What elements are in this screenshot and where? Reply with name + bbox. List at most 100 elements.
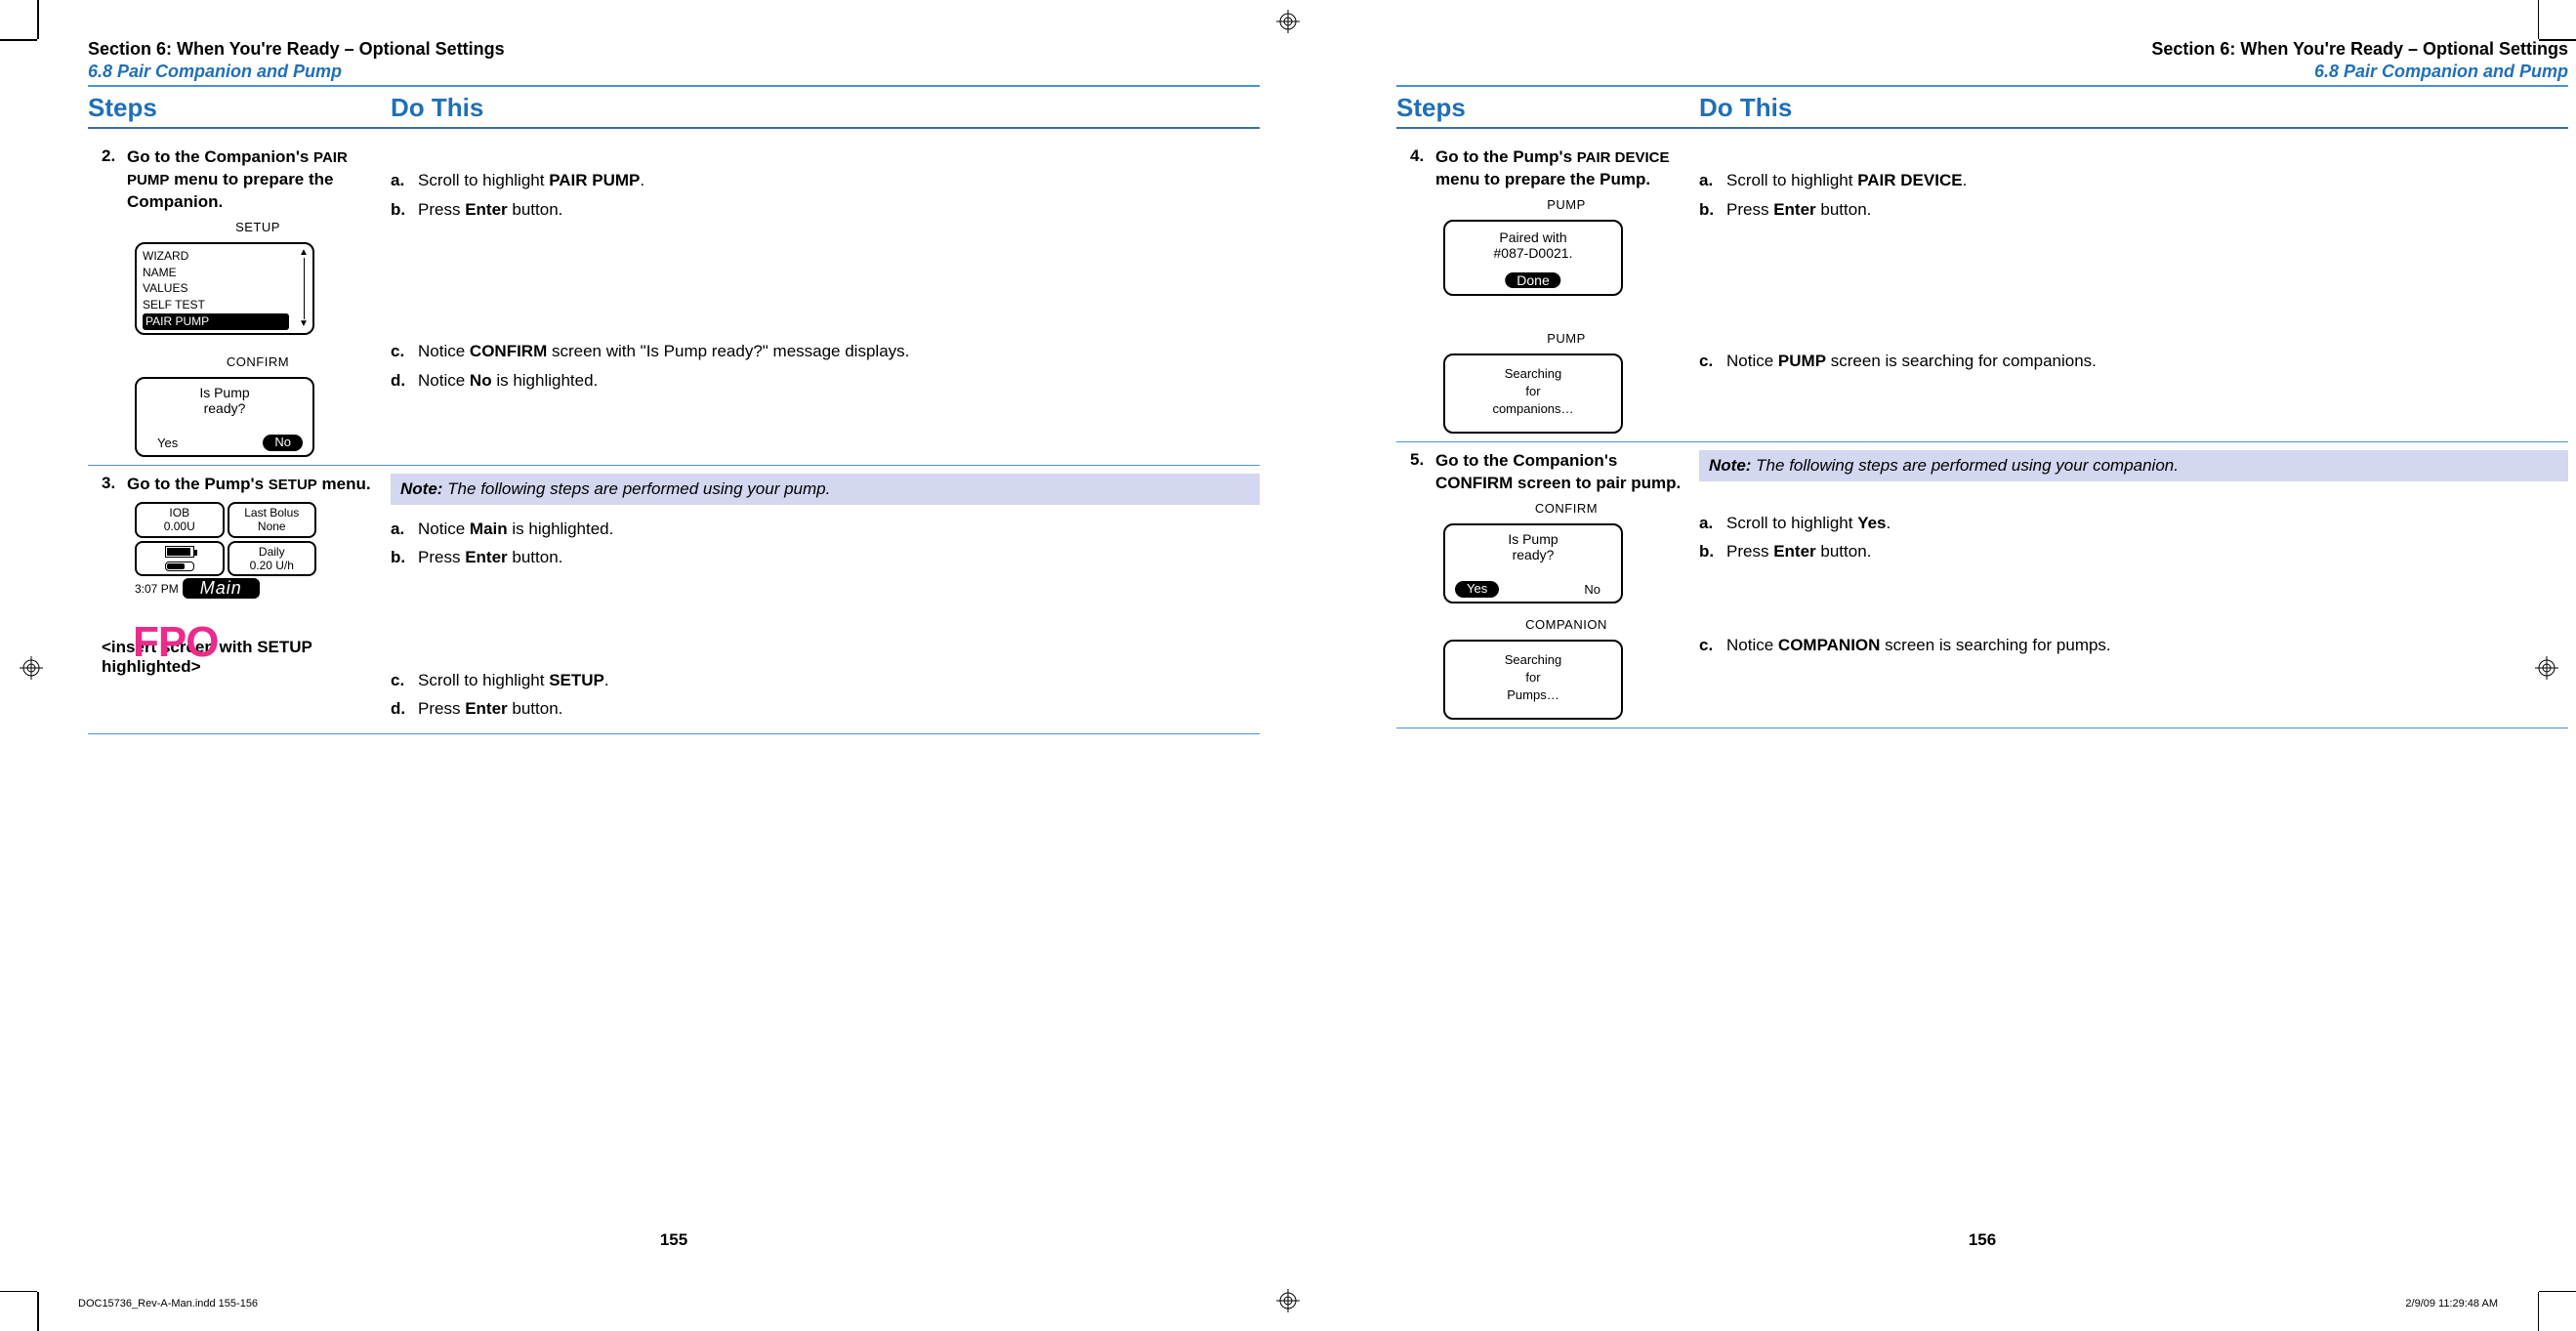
step-4: 4. Go to the Pump's PAIR DEVICE menu to … (1396, 139, 2568, 441)
substep-2b: b.Press Enter button. (391, 197, 1260, 223)
search-text: Pumps… (1445, 686, 1621, 704)
confirm-text: Is Pump (1445, 531, 1621, 547)
cartridge-icon (165, 562, 194, 571)
confirm-text: ready? (137, 400, 312, 416)
main-iob-cell: IOB0.00U (135, 502, 225, 538)
screen-label-setup: SETUP (135, 220, 381, 234)
steps-column-head: Steps (88, 93, 381, 127)
substep-4a: a.Scroll to highlight PAIR DEVICE. (1699, 168, 2568, 193)
step-number: 3. (102, 474, 127, 493)
step-number: 5. (1410, 450, 1435, 470)
menu-item: VALUES (143, 280, 307, 297)
column-rule (1396, 127, 2568, 129)
step-3: 3. Go to the Pump's SETUP menu. IOB0.00U… (88, 466, 1260, 733)
pump-text: #087-D0021. (1445, 245, 1621, 261)
registration-mark-top (1276, 10, 1300, 33)
confirm-yes: Yes (146, 435, 188, 451)
crop-mark (2538, 1292, 2540, 1331)
substep-4c: c.Notice PUMP screen is searching for co… (1699, 349, 2568, 374)
confirm-no-selected: No (263, 435, 303, 451)
step-title: Go to the Companion's CONFIRM screen to … (1435, 450, 1689, 495)
done-button-selected: Done (1505, 272, 1560, 288)
screen-label-pump: PUMP (1443, 331, 1689, 346)
header-rule (1396, 85, 2568, 87)
pump-paired-screen: Paired with #087-D0021. Done (1443, 220, 1623, 296)
crop-mark (0, 1291, 37, 1293)
substep-3b: b.Press Enter button. (391, 545, 1260, 570)
substep-5b: b.Press Enter button. (1699, 539, 2568, 564)
substep-5c: c.Notice COMPANION screen is searching f… (1699, 633, 2568, 658)
confirm-screen: Is Pump ready? Yes No (1443, 523, 1623, 603)
scroll-indicator: ▲▼ (299, 248, 309, 329)
substep-3c: c.Scroll to highlight SETUP. (391, 668, 1260, 693)
step-title: Go to the Companion's PAIR PUMP menu to … (127, 146, 381, 214)
do-this-column-head: Do This (381, 93, 1260, 127)
main-daily-cell: Daily0.20 U/h (228, 541, 317, 577)
menu-item: NAME (143, 265, 307, 281)
page-header: Section 6: When You're Ready – Optional … (88, 39, 1260, 87)
main-battery-cell (135, 541, 225, 577)
search-text: for (1445, 669, 1621, 686)
search-text: companions… (1445, 400, 1621, 418)
steps-column-head: Steps (1396, 93, 1689, 127)
search-text: for (1445, 383, 1621, 400)
step-2: 2. Go to the Companion's PAIR PUMP menu … (88, 139, 1260, 465)
header-rule (88, 85, 1260, 87)
screen-label-confirm: CONFIRM (135, 354, 381, 369)
section-title: Section 6: When You're Ready – Optional … (88, 39, 1260, 60)
registration-mark-bottom (1276, 1289, 1300, 1312)
confirm-yes-selected: Yes (1455, 581, 1499, 598)
crop-mark (2538, 0, 2540, 39)
substep-2c: c.Notice CONFIRM screen with "Is Pump re… (391, 339, 1260, 364)
page-number: 156 (1969, 1230, 1996, 1250)
step-5: 5. Go to the Companion's CONFIRM screen … (1396, 442, 2568, 728)
substep-3d: d.Press Enter button. (391, 696, 1260, 722)
page-155: Section 6: When You're Ready – Optional … (88, 39, 1260, 1269)
registration-mark-left (20, 656, 43, 680)
crop-mark (0, 39, 37, 41)
row-separator (88, 733, 1260, 734)
main-lastbolus-cell: Last BolusNone (228, 502, 317, 538)
substep-5a: a.Scroll to highlight Yes. (1699, 511, 2568, 536)
section-subtitle: 6.8 Pair Companion and Pump (88, 62, 1260, 82)
confirm-screen: Is Pump ready? Yes No (135, 377, 314, 457)
crop-mark (37, 0, 39, 39)
menu-item: SELF TEST (143, 297, 307, 313)
screen-label-confirm: CONFIRM (1443, 501, 1689, 516)
main-screen: IOB0.00U Last BolusNone Daily0.20 U/h 3:… (135, 502, 316, 600)
section-title: Section 6: When You're Ready – Optional … (1396, 39, 2568, 60)
search-text: Searching (1445, 365, 1621, 383)
page-number: 155 (660, 1230, 687, 1250)
note-box: Note: The following steps are performed … (1699, 450, 2568, 481)
battery-icon (165, 546, 194, 558)
column-headers: Steps Do This (1396, 93, 2568, 127)
pump-text: Paired with (1445, 229, 1621, 245)
page-header: Section 6: When You're Ready – Optional … (1396, 39, 2568, 87)
do-this-column-head: Do This (1689, 93, 2568, 127)
confirm-text: ready? (1445, 547, 1621, 562)
column-rule (88, 127, 1260, 129)
footer-timestamp: 2/9/09 11:29:48 AM (2405, 1298, 2498, 1310)
pump-searching-screen: Searching for companions… (1443, 354, 1623, 434)
step-title: Go to the Pump's PAIR DEVICE menu to pre… (1435, 146, 1689, 191)
substep-3a: a.Notice Main is highlighted. (391, 517, 1260, 542)
note-box: Note: The following steps are performed … (391, 474, 1260, 505)
setup-screen: WIZARD NAME VALUES SELF TEST PAIR PUMP ▲… (135, 242, 314, 335)
column-headers: Steps Do This (88, 93, 1260, 127)
substep-4b: b.Press Enter button. (1699, 197, 2568, 223)
menu-item: WIZARD (143, 248, 307, 265)
crop-mark (37, 1292, 39, 1331)
confirm-no: No (1573, 581, 1611, 598)
main-button-selected: Main (183, 578, 260, 599)
step-number: 2. (102, 146, 127, 166)
crop-mark (2539, 1291, 2576, 1293)
step-number: 4. (1410, 146, 1435, 166)
confirm-text: Is Pump (137, 385, 312, 400)
page-156: Section 6: When You're Ready – Optional … (1396, 39, 2568, 1269)
fpo-overlay: FPO (133, 618, 218, 667)
menu-item-selected: PAIR PUMP (143, 313, 289, 330)
search-text: Searching (1445, 651, 1621, 669)
main-time: 3:07 PM (135, 582, 179, 596)
screen-label-pump: PUMP (1443, 197, 1689, 212)
section-subtitle: 6.8 Pair Companion and Pump (1396, 62, 2568, 82)
